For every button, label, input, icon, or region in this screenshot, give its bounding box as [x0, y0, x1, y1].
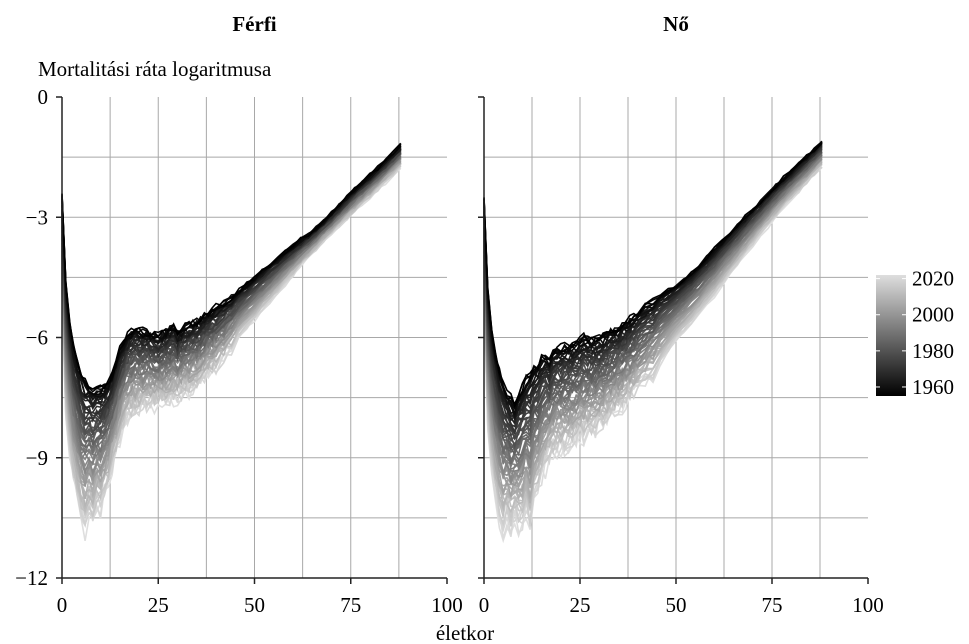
x-tick-label: 0: [57, 593, 68, 617]
y-tick-label: 0: [38, 85, 49, 109]
x-tick-label: 0: [479, 593, 490, 617]
colorbar-tick-label: 1960: [912, 375, 954, 399]
y-tick-label: −6: [26, 326, 48, 350]
colorbar-tick-label: 2020: [912, 267, 954, 291]
x-tick-label: 75: [340, 593, 361, 617]
y-tick-label: −3: [26, 205, 48, 229]
series-line-1955: [483, 142, 823, 408]
series-line-1959: [61, 145, 402, 398]
panel-no: [478, 96, 869, 584]
y-tick-label: −12: [15, 566, 48, 590]
series-line-2018: [61, 165, 402, 527]
panel-ferfi: [56, 96, 448, 584]
colorbar: [876, 275, 906, 396]
series-line-1996: [483, 156, 823, 482]
series-line-1964: [61, 148, 402, 407]
series-line-1955: [61, 142, 402, 390]
series-line-1961: [61, 143, 402, 402]
colorbar-tick-label: 2000: [912, 303, 954, 327]
series-line-1960: [61, 145, 402, 398]
y-axis-label: Mortalitási ráta logaritmusa: [38, 57, 272, 81]
panel-title: Nő: [663, 12, 689, 36]
x-tick-label: 100: [431, 593, 463, 617]
x-axis-label: életkor: [436, 621, 494, 644]
x-tick-label: 50: [244, 593, 265, 617]
series-line-1985: [483, 151, 823, 450]
x-tick-label: 75: [762, 593, 783, 617]
x-tick-label: 100: [852, 593, 884, 617]
series-line-1962: [61, 148, 402, 402]
series-line-2003: [483, 158, 823, 488]
series-line-1963: [61, 148, 402, 401]
colorbar-tick-label: 1980: [912, 339, 954, 363]
panel-title: Férfi: [232, 12, 276, 36]
series-line-1956: [483, 141, 823, 408]
series-line-1970: [483, 145, 823, 428]
y-tick-label: −9: [26, 446, 48, 470]
x-tick-label: 25: [148, 593, 169, 617]
series-line-1957: [61, 142, 402, 396]
series-line-1956: [61, 145, 402, 390]
x-tick-label: 25: [570, 593, 591, 617]
x-tick-label: 50: [666, 593, 687, 617]
series-line-1957: [483, 141, 823, 406]
